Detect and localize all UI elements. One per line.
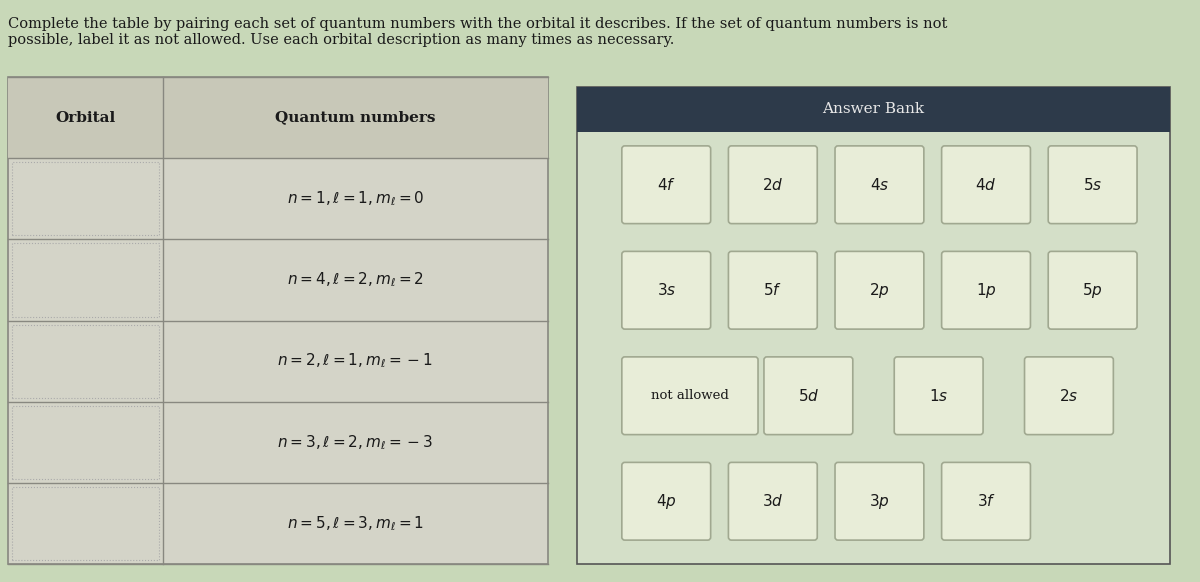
Text: $4d$: $4d$ [976,177,997,193]
Text: Answer Bank: Answer Bank [822,102,924,116]
FancyBboxPatch shape [622,357,758,435]
FancyBboxPatch shape [942,462,1031,540]
Text: $n = 5, \ell = 3, m_\ell = 1$: $n = 5, \ell = 3, m_\ell = 1$ [287,514,424,533]
FancyBboxPatch shape [835,462,924,540]
FancyBboxPatch shape [942,251,1031,329]
FancyBboxPatch shape [622,146,710,223]
Text: Orbital: Orbital [55,111,115,125]
Text: $n = 1, \ell = 1, m_\ell = 0$: $n = 1, \ell = 1, m_\ell = 0$ [287,189,424,208]
Text: $2s$: $2s$ [1060,388,1079,404]
Text: $5s$: $5s$ [1082,177,1103,193]
Text: Quantum numbers: Quantum numbers [275,111,436,125]
FancyBboxPatch shape [728,462,817,540]
Text: Complete the table by pairing each set of quantum numbers with the orbital it de: Complete the table by pairing each set o… [8,17,947,47]
FancyBboxPatch shape [622,251,710,329]
Text: $4p$: $4p$ [656,492,677,511]
Text: $5f$: $5f$ [763,282,782,298]
Text: $n = 2, \ell = 1, m_\ell = -1$: $n = 2, \ell = 1, m_\ell = -1$ [277,352,433,370]
FancyBboxPatch shape [942,146,1031,223]
FancyBboxPatch shape [8,77,547,564]
Text: $1p$: $1p$ [976,281,996,300]
Text: $n = 4, \ell = 2, m_\ell = 2$: $n = 4, \ell = 2, m_\ell = 2$ [287,271,424,289]
FancyBboxPatch shape [728,251,817,329]
FancyBboxPatch shape [835,146,924,223]
Text: $n = 3, \ell = 2, m_\ell = -3$: $n = 3, \ell = 2, m_\ell = -3$ [277,433,433,452]
Text: $3s$: $3s$ [656,282,676,298]
Text: $2p$: $2p$ [869,281,889,300]
FancyBboxPatch shape [1049,146,1138,223]
Text: $5p$: $5p$ [1082,281,1103,300]
FancyBboxPatch shape [764,357,853,435]
Text: $4s$: $4s$ [870,177,889,193]
FancyBboxPatch shape [835,251,924,329]
Text: $5d$: $5d$ [798,388,820,404]
FancyBboxPatch shape [577,87,1170,132]
Text: not allowed: not allowed [650,389,728,402]
FancyBboxPatch shape [728,146,817,223]
Text: $2d$: $2d$ [762,177,784,193]
FancyBboxPatch shape [894,357,983,435]
Text: $3d$: $3d$ [762,494,784,509]
Text: $3f$: $3f$ [977,494,996,509]
FancyBboxPatch shape [1025,357,1114,435]
FancyBboxPatch shape [622,462,710,540]
FancyBboxPatch shape [1049,251,1138,329]
FancyBboxPatch shape [577,87,1170,564]
Text: $3p$: $3p$ [869,492,889,511]
Text: $4f$: $4f$ [656,177,676,193]
Text: $1s$: $1s$ [929,388,948,404]
FancyBboxPatch shape [8,77,547,158]
